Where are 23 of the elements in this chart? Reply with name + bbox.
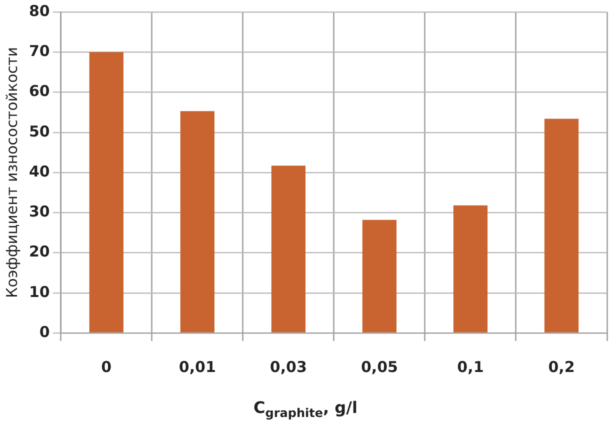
- bar: [180, 111, 214, 332]
- x-tick-label: 0,03: [270, 358, 307, 376]
- y-axis-title: Коэффициент износостойкости: [2, 47, 21, 298]
- y-tick-label: 80: [29, 2, 50, 20]
- bar: [89, 52, 124, 332]
- y-tick-label: 60: [29, 82, 50, 100]
- y-tick-label: 70: [29, 42, 50, 60]
- x-tick-label: 0,05: [360, 358, 398, 376]
- y-tick-label: 50: [29, 122, 50, 140]
- y-tick-label: 20: [29, 242, 50, 261]
- x-tick-label: 0,2: [548, 358, 575, 376]
- bar: [362, 220, 397, 332]
- bar: [271, 166, 306, 332]
- x-axis-title: C$_{graphite}$, g/l: [252, 398, 358, 420]
- y-tick-label: 30: [29, 202, 50, 221]
- x-tick-label: 0,1: [457, 358, 484, 376]
- x-tick-label: 0,01: [178, 358, 216, 376]
- y-tick-label: 10: [29, 282, 50, 301]
- bar: [544, 118, 579, 332]
- bar: [453, 205, 488, 332]
- x-tick-label: 0: [101, 358, 112, 376]
- y-tick-label: 40: [29, 162, 50, 180]
- y-tick-label: 0: [39, 322, 50, 341]
